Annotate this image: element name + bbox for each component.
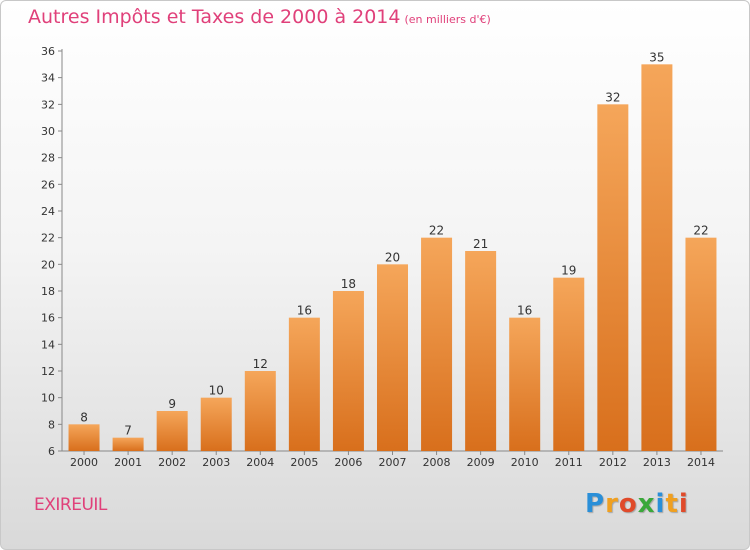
bar-value-label: 8 (80, 410, 88, 424)
bar-value-label: 21 (473, 237, 488, 251)
logo-letter: r (605, 489, 619, 519)
bar-value-label: 20 (385, 250, 400, 264)
x-tick-label: 2012 (599, 456, 627, 469)
x-tick-label: 2001 (114, 456, 142, 469)
logo-letter: i (678, 489, 689, 519)
bar-value-label: 12 (253, 357, 268, 371)
chart-title: Autres Impôts et Taxes de 2000 à 2014 (en… (28, 6, 491, 28)
x-tick-label: 2014 (687, 456, 715, 469)
logo-letter: x (637, 489, 656, 519)
y-tick-label: 30 (41, 125, 55, 138)
bar-value-label: 16 (297, 304, 312, 318)
commune-name: EXIREUIL (34, 495, 107, 515)
y-tick-label: 14 (41, 338, 55, 351)
y-tick-label: 10 (41, 392, 55, 405)
bar (553, 277, 585, 451)
y-tick-label: 12 (41, 365, 55, 378)
x-tick-label: 2010 (511, 456, 539, 469)
logo-letter: P (585, 489, 606, 519)
proxiti-logo: Proxiti (585, 489, 689, 519)
y-tick-label: 24 (41, 205, 55, 218)
x-tick-label: 2004 (246, 456, 274, 469)
bar-value-label: 22 (693, 224, 708, 238)
logo-letter: o (618, 489, 638, 519)
x-tick-label: 2008 (423, 456, 451, 469)
x-tick-label: 2007 (379, 456, 407, 469)
y-tick-label: 26 (41, 178, 55, 191)
bar (332, 291, 364, 451)
logo-letter: i (655, 489, 666, 519)
y-tick-label: 22 (41, 232, 55, 245)
x-tick-label: 2011 (555, 456, 583, 469)
y-tick-label: 20 (41, 258, 55, 271)
bar (377, 264, 408, 451)
x-tick-label: 2006 (334, 456, 362, 469)
bar-value-label: 32 (605, 90, 620, 104)
bar-value-label: 9 (168, 397, 176, 411)
title-unit: (en milliers d'€) (404, 13, 491, 26)
bar (244, 371, 276, 451)
x-tick-label: 2005 (290, 456, 318, 469)
bar (68, 424, 100, 451)
bar (509, 317, 541, 451)
x-tick-label: 2000 (70, 456, 98, 469)
bar (112, 437, 144, 451)
bar-value-label: 16 (517, 304, 532, 318)
y-tick-label: 16 (41, 312, 55, 325)
bar (465, 251, 497, 451)
bar (200, 397, 232, 451)
bar (685, 237, 717, 451)
y-tick-label: 28 (41, 152, 55, 165)
x-tick-label: 2003 (202, 456, 230, 469)
bar-value-label: 7 (124, 424, 132, 438)
bar (641, 64, 673, 452)
y-tick-label: 18 (41, 285, 55, 298)
value-labels: 8 7 9 10 12 16 18 20 22 21 16 19 32 35 22 (80, 50, 708, 437)
logo-letter: t (665, 489, 679, 519)
bar-value-label: 35 (649, 50, 664, 64)
y-tick-label: 36 (41, 45, 55, 58)
bar (597, 104, 629, 451)
bar-value-label: 19 (561, 264, 576, 278)
bar-value-label: 18 (341, 277, 356, 291)
bar (421, 237, 453, 451)
y-tick-label: 34 (41, 72, 55, 85)
y-tick-label: 32 (41, 98, 55, 111)
bar-value-label: 10 (209, 384, 224, 398)
x-tick-label: 2013 (643, 456, 671, 469)
y-tick-label: 6 (48, 445, 55, 458)
title-text: Autres Impôts et Taxes de 2000 à 2014 (28, 6, 401, 28)
x-tick-label: 2009 (467, 456, 495, 469)
x-tick-label: 2002 (158, 456, 186, 469)
bars (68, 64, 717, 452)
y-tick-label: 8 (48, 418, 55, 431)
bar-value-label: 22 (429, 224, 444, 238)
bar (288, 317, 320, 451)
bar (156, 411, 188, 451)
